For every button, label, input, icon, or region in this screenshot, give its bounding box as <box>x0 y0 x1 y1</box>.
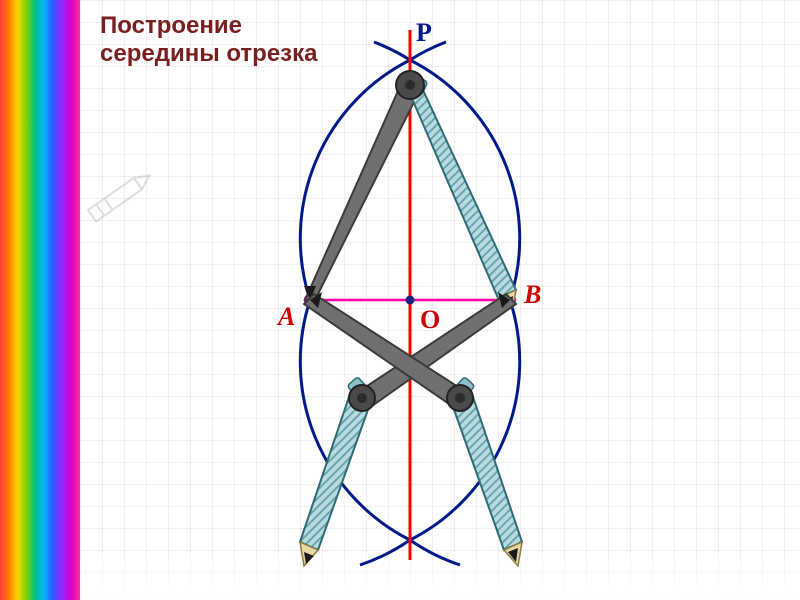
compass-bottom-right <box>304 292 522 566</box>
label-B: B <box>524 280 541 310</box>
side-decoration-icon <box>88 170 153 222</box>
label-A: A <box>278 302 295 332</box>
label-O: O <box>420 305 440 335</box>
construction-diagram <box>0 0 800 600</box>
point-O <box>406 296 415 305</box>
label-P: P <box>416 18 432 48</box>
